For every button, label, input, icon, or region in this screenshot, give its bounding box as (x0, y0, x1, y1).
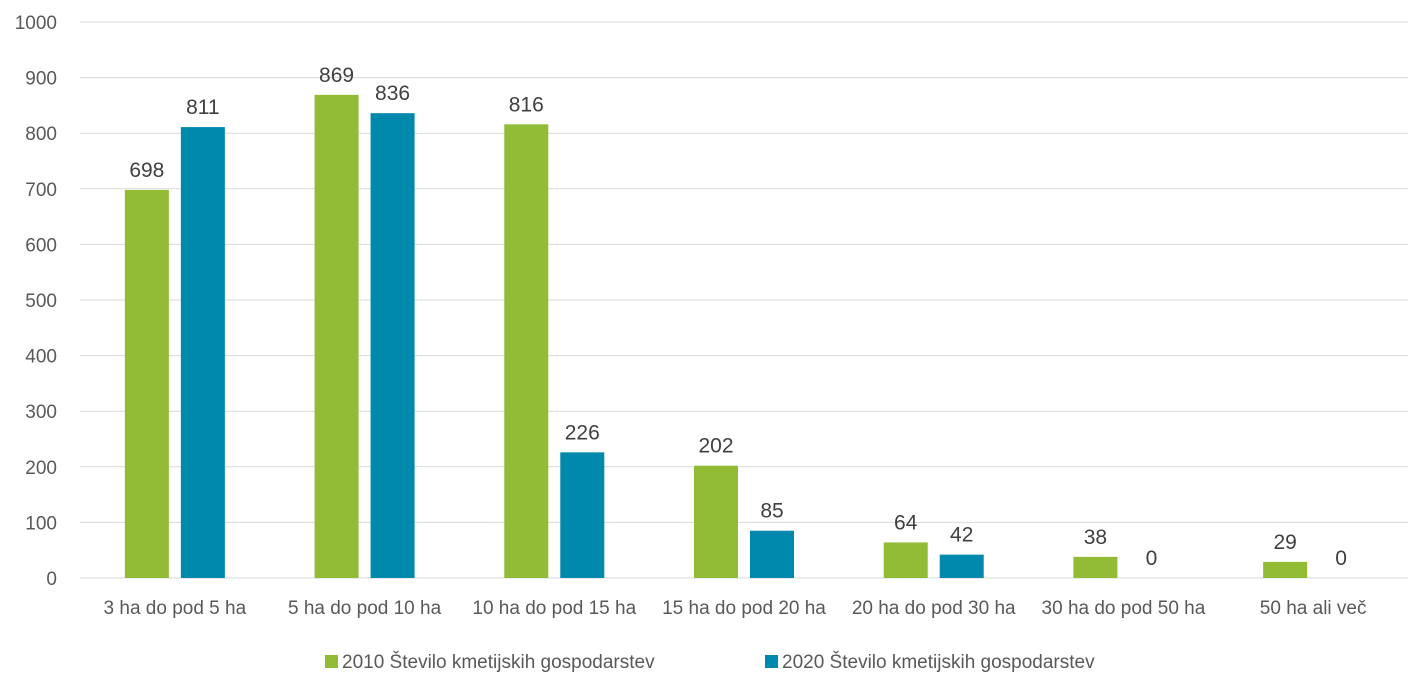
legend-swatch-2010 (325, 655, 338, 668)
y-tick-label: 600 (25, 235, 57, 256)
x-category-label: 10 ha do pod 15 ha (472, 598, 636, 619)
legend: 2010 Število kmetijskih gospodarstev 2020… (325, 651, 1095, 673)
data-label: 836 (375, 82, 410, 105)
legend-swatch-2020 (765, 655, 778, 668)
data-label: 38 (1084, 526, 1107, 549)
bar-2010-4 (883, 542, 928, 578)
bar-2020-2 (560, 452, 605, 578)
data-labels: 698 811 869 836 816 226 202 85 64 42 38 0 29 0 (129, 64, 1347, 570)
gridlines (80, 21, 1408, 579)
y-tick-label: 200 (25, 458, 57, 479)
legend-label-2010: 2010 Število kmetijskih gospodarstev (342, 651, 655, 673)
bars (124, 94, 1308, 579)
bar-2010-3 (694, 465, 738, 578)
x-category-label: 3 ha do pod 5 ha (104, 598, 247, 619)
x-category-label: 15 ha do pod 20 ha (662, 598, 826, 619)
bar-2010-1 (314, 94, 359, 578)
x-axis-category-labels: 3 ha do pod 5 ha 5 ha do pod 10 ha 10 ha d… (104, 598, 1367, 619)
data-label: 64 (894, 511, 918, 534)
data-label: 816 (509, 93, 544, 116)
y-tick-label: 0 (46, 569, 57, 590)
x-category-label: 20 ha do pod 30 ha (852, 598, 1016, 619)
data-label: 85 (760, 500, 783, 523)
y-tick-label: 100 (25, 513, 57, 534)
data-label: 811 (186, 96, 219, 119)
data-label: 202 (698, 435, 733, 458)
bar-2020-4 (939, 554, 984, 578)
data-label: 0 (1146, 547, 1158, 570)
x-category-label: 30 ha do pod 50 ha (1042, 598, 1206, 619)
y-tick-label: 1000 (15, 13, 57, 34)
y-tick-label: 900 (25, 69, 57, 90)
bar-2020-1 (370, 113, 415, 579)
data-label: 29 (1273, 531, 1296, 554)
y-tick-label: 500 (25, 291, 57, 312)
bar-2010-0 (124, 189, 169, 579)
y-tick-label: 300 (25, 402, 57, 423)
data-label: 869 (319, 64, 354, 87)
bar-2020-3 (750, 530, 794, 578)
bar-2010-6 (1263, 561, 1308, 578)
y-axis-tick-labels: 0 100 200 300 400 500 600 700 800 900 1000 (15, 13, 57, 590)
y-tick-label: 800 (25, 124, 57, 145)
legend-label-2020: 2020 Število kmetijskih gospodarstev (782, 651, 1095, 673)
y-tick-label: 400 (25, 347, 57, 368)
y-tick-label: 700 (25, 180, 57, 201)
x-category-label: 5 ha do pod 10 ha (288, 598, 442, 619)
bar-2010-2 (504, 124, 549, 578)
x-category-label: 50 ha ali več (1260, 598, 1367, 619)
data-label: 0 (1335, 547, 1347, 570)
bar-2020-0 (180, 127, 225, 579)
bar-2010-5 (1073, 556, 1118, 578)
data-label: 698 (129, 159, 164, 182)
data-label: 42 (950, 524, 973, 547)
data-label: 226 (565, 421, 600, 444)
